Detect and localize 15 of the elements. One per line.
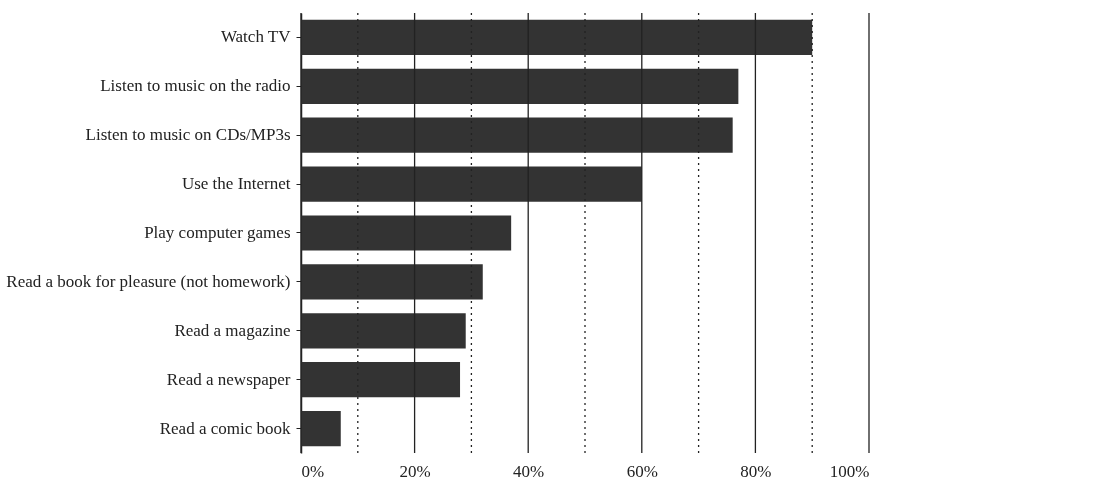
y-tick-label: Listen to music on the radio [100, 76, 291, 96]
x-tick-label: 0% [301, 461, 325, 481]
y-tick-label: Listen to music on CDs/MP3s [85, 125, 291, 145]
y-tick-label: Read a newspaper [166, 369, 291, 389]
y-tick-label: Play computer games [144, 223, 291, 242]
x-tick-label: 40% [513, 461, 545, 481]
y-tick-label: Read a comic book [159, 418, 291, 438]
x-tick-label: 20% [399, 461, 431, 481]
y-tick-label: Read a book for pleasure (not homework) [6, 271, 291, 291]
x-tick-label: 80% [740, 461, 772, 481]
y-tick-label: Use the Internet [181, 174, 291, 194]
x-tick-label: 100% [829, 461, 870, 481]
y-tick-label: Watch TV [220, 27, 292, 47]
y-tick-label: Read a magazine [174, 320, 291, 340]
x-tick-label: 60% [626, 461, 658, 481]
